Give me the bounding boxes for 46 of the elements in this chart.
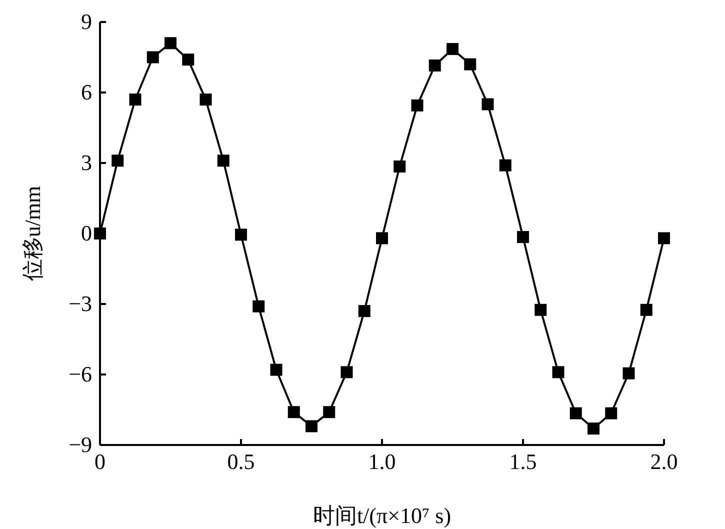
point (552, 366, 564, 378)
point (112, 154, 124, 167)
y-tick-label: −3 (68, 291, 92, 316)
x-axis-title: 时间t/(π×10⁷ s) (312, 503, 452, 528)
y-tick-label: −6 (68, 362, 92, 386)
point (534, 304, 547, 316)
y-tick-label: 3 (81, 150, 92, 175)
point (622, 367, 635, 380)
point (640, 304, 652, 316)
x-tick-label: 0.5 (227, 449, 255, 474)
point (482, 98, 494, 110)
y-axis-title: 位移u/mm (20, 186, 45, 282)
point (217, 154, 230, 167)
point (146, 51, 159, 64)
point (517, 231, 529, 244)
point (323, 406, 336, 418)
point (340, 366, 353, 378)
point (658, 232, 670, 244)
point (270, 364, 282, 376)
point (94, 228, 106, 240)
point (358, 305, 370, 318)
point (446, 43, 458, 56)
point (499, 159, 512, 172)
point (428, 59, 441, 72)
x-tick-label: 1.5 (509, 449, 537, 474)
point (306, 420, 318, 432)
x-tick-label: 2.0 (650, 449, 678, 474)
point (288, 406, 300, 418)
point (394, 160, 406, 173)
point (182, 54, 194, 66)
x-tick-label: 1.0 (368, 449, 396, 474)
point (605, 407, 618, 420)
y-tick-label: 9 (81, 9, 92, 34)
y-tick-label: 0 (81, 220, 92, 246)
point (235, 228, 247, 241)
point (376, 232, 388, 244)
y-tick-label: −9 (68, 432, 92, 457)
point (570, 407, 582, 420)
point (252, 300, 265, 312)
point (129, 94, 142, 106)
point (200, 94, 212, 106)
y-tick-label: 6 (81, 80, 92, 104)
point (588, 422, 600, 435)
point (164, 37, 176, 50)
point (464, 58, 476, 70)
point (411, 99, 424, 112)
